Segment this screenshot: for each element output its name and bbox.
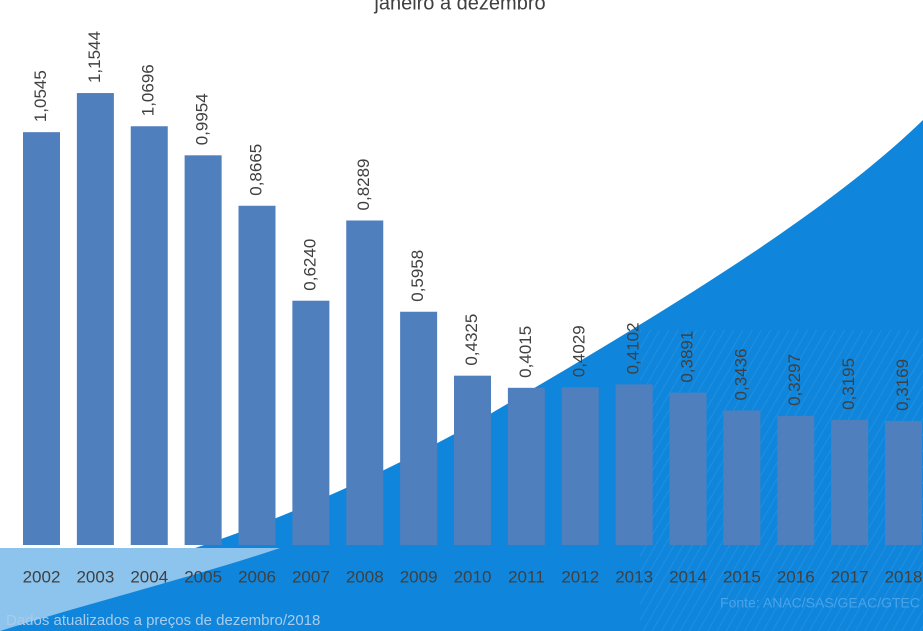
bar — [615, 384, 653, 545]
value-label: 0,4015 — [516, 326, 535, 378]
value-label: 0,3195 — [839, 358, 858, 410]
value-label: 0,3891 — [677, 331, 696, 383]
bar — [130, 126, 168, 546]
bar — [238, 205, 276, 545]
bar — [831, 419, 869, 545]
bar — [400, 311, 438, 545]
bar — [76, 93, 114, 545]
x-tick-label: 2002 — [23, 567, 61, 586]
x-tick-label: 2013 — [615, 567, 653, 586]
value-label: 0,9954 — [193, 93, 212, 145]
value-label: 0,4325 — [462, 314, 481, 366]
source: Fonte: ANAC/SAS/GEAC/GTEC — [720, 595, 920, 611]
background-wave-light — [0, 548, 280, 631]
x-tick-label: 2008 — [346, 567, 384, 586]
x-tick-label: 2018 — [885, 567, 923, 586]
x-tick-label: 2006 — [238, 567, 276, 586]
value-label: 0,3297 — [785, 354, 804, 406]
value-label: 0,3436 — [731, 348, 750, 400]
value-label: 0,6240 — [300, 239, 319, 291]
bar — [885, 420, 922, 545]
value-label: 0,8665 — [246, 144, 265, 196]
x-tick-label: 2012 — [561, 567, 599, 586]
x-tick-label: 2016 — [777, 567, 815, 586]
value-label: 0,4102 — [624, 322, 643, 374]
bar — [184, 155, 222, 545]
x-tick-label: 2004 — [130, 567, 168, 586]
value-label: 0,5958 — [408, 250, 427, 302]
bar — [723, 410, 761, 545]
x-tick-label: 2015 — [723, 567, 761, 586]
x-tick-label: 2014 — [669, 567, 707, 586]
value-label: 0,3169 — [893, 359, 912, 411]
value-label: 0,8289 — [354, 158, 373, 210]
bar — [669, 392, 707, 545]
x-tick-label: 2007 — [292, 567, 330, 586]
value-label: 1,0696 — [139, 64, 158, 116]
x-tick-label: 2017 — [831, 567, 869, 586]
bar — [454, 375, 491, 545]
bar — [23, 132, 60, 545]
value-label: 1,1544 — [85, 31, 104, 83]
subtitle: janeiro a dezembro — [373, 0, 545, 14]
bar — [346, 220, 384, 545]
x-tick-label: 2009 — [400, 567, 438, 586]
bar — [777, 415, 815, 545]
value-label: 1,0545 — [31, 70, 50, 122]
bar — [507, 387, 545, 545]
x-tick-label: 2003 — [76, 567, 114, 586]
x-tick-label: 2005 — [184, 567, 222, 586]
x-tick-label: 2011 — [508, 567, 545, 586]
value-label: 0,4029 — [570, 325, 589, 377]
bar — [561, 387, 599, 545]
note: Dados atualizados a preços de dezembro/2… — [6, 612, 320, 629]
x-tick-label: 2010 — [454, 567, 492, 586]
bar — [292, 300, 330, 545]
